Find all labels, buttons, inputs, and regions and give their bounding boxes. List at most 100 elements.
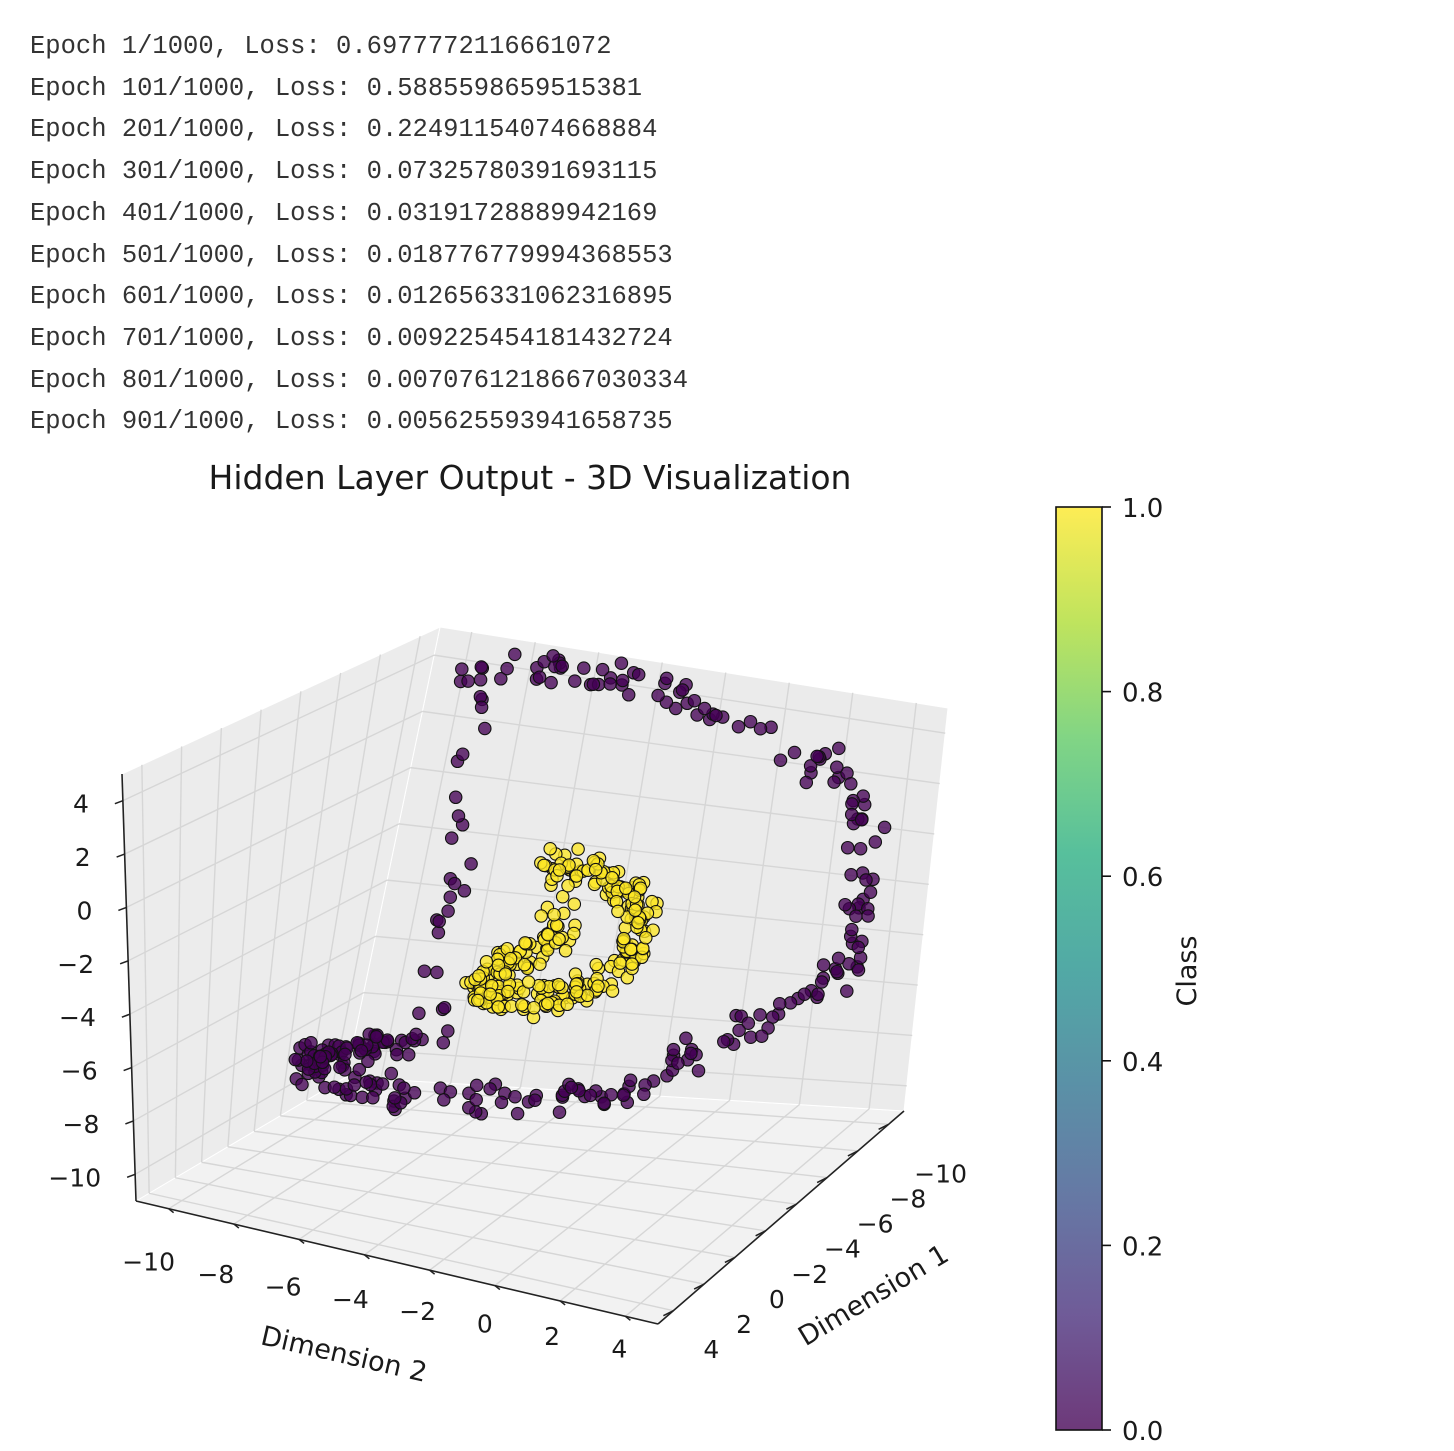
colorbar-gradient [1056,507,1102,1430]
axis-line [119,960,129,965]
data-point [441,904,455,918]
axis-line [121,773,137,1202]
data-point [639,930,653,945]
grid-line [129,879,388,1015]
axis-line [233,1223,240,1229]
log-line: Epoch 801/1000, Loss: 0.0070761218667030… [30,365,689,395]
data-point [803,759,818,773]
data-point [560,997,575,1012]
data-point [375,1077,390,1091]
data-point [651,688,665,703]
log-line: Epoch 101/1000, Loss: 0.5885598659515381 [30,73,643,103]
data-point [787,745,802,760]
dim2-tick-label: −10 [122,1248,175,1277]
data-point [313,1049,328,1064]
data-point [849,909,863,923]
data-point [772,997,787,1011]
log-line: Epoch 601/1000, Loss: 0.0126563310623168… [30,282,673,312]
axis-line [786,1203,797,1210]
grid-line [200,728,223,1163]
data-point [333,1060,347,1075]
grid-line [434,654,946,734]
data-point [447,876,462,891]
data-point [544,675,558,690]
data-point [668,701,683,716]
colorbar-tick-label: 0.2 [1122,1232,1163,1262]
grid-line [127,823,400,962]
data-point [838,897,852,912]
axis-line [121,1013,131,1018]
data-point [797,987,812,1001]
grid-line [279,672,342,1116]
data-point [552,1105,567,1119]
data-point [503,951,518,966]
dim2-tick-label: −6 [265,1272,302,1301]
dim2-axis-label: Dimension 2 [258,1321,430,1389]
data-point [810,749,824,764]
data-point [288,1052,303,1067]
data-point [437,1000,452,1015]
data-point [471,993,485,1008]
data-point [552,932,566,946]
dim1-tick-label: −4 [824,1235,861,1264]
training-log: Epoch 1/1000, Loss: 0.6977772116661072 Ep… [30,26,688,443]
data-point [534,909,548,923]
z-tick-label: 2 [75,843,91,872]
data-point [709,708,723,723]
dim1-tick-label: 2 [736,1310,752,1339]
grid-line [351,1048,907,1087]
data-point [627,890,642,904]
colorbar-tick-label: 0.8 [1122,679,1163,709]
data-point [666,1042,681,1057]
data-point [743,714,758,729]
data-point [527,1000,541,1015]
data-point [457,884,472,898]
data-point [569,985,584,999]
data-point [521,975,536,989]
colorbar-tick-label: 0.0 [1122,1417,1163,1447]
log-line: Epoch 701/1000, Loss: 0.0092254541814327… [30,323,673,353]
data-point [597,1096,611,1111]
data-point [528,1093,542,1107]
data-point [546,649,560,663]
data-point [384,1066,399,1081]
grid-line [201,1161,735,1259]
data-point [616,1088,631,1102]
data-point [338,1047,352,1062]
log-line: Epoch 1/1000, Loss: 0.6977772116661072 [30,32,612,61]
grid-line [227,709,262,1147]
data-point [443,890,458,904]
data-point [732,1023,746,1038]
grid-line [659,672,727,1097]
data-point [679,1031,693,1046]
z-tick-label: −2 [57,950,94,979]
data-point [430,965,444,980]
data-point [366,1090,380,1105]
grid-line [141,764,150,1194]
data-point [543,842,557,856]
data-point [844,868,858,882]
data-point [455,747,470,761]
data-point [390,1047,404,1062]
dim2-tick-label: −2 [399,1297,436,1326]
data-point [401,1047,416,1062]
axis-line [693,1283,705,1290]
data-point [541,996,555,1011]
data-point [501,984,515,999]
data-point [861,909,875,923]
grid-line [254,1130,797,1205]
data-point [369,1030,384,1044]
grid-line [148,1192,674,1312]
axis-line [657,1110,905,1325]
data-point [613,956,627,970]
data-point [474,700,489,715]
data-point [455,662,469,676]
dim1-tick-label: −6 [857,1210,894,1239]
grid-line [589,662,663,1092]
data-point [568,674,582,688]
data-point [436,1035,451,1050]
axis-line [663,1309,674,1317]
z-tick-label: −6 [61,1057,98,1086]
data-point [845,922,859,937]
data-point [479,955,494,969]
